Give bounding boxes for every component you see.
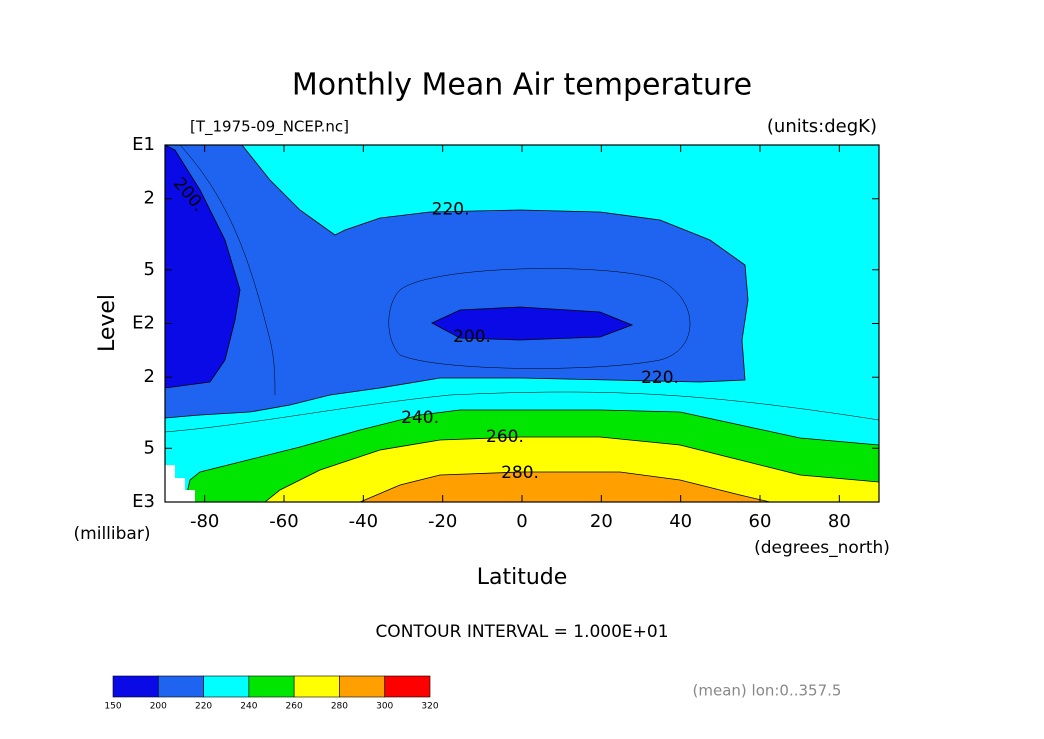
contour-label: 280. — [501, 463, 539, 483]
units: (units:degK) — [767, 116, 877, 137]
colorbar-label: 300 — [376, 702, 393, 712]
x-tick-label: -40 — [349, 511, 378, 532]
y-axis-label: Level — [95, 294, 120, 352]
contour-label: 220. — [641, 368, 679, 388]
x-tick-label: 40 — [669, 511, 692, 532]
colorbar-label: 320 — [421, 702, 438, 712]
contour-band — [165, 145, 749, 419]
contour-interval: CONTOUR INTERVAL = 1.000E+01 — [375, 622, 668, 642]
colorbar-box — [248, 675, 295, 698]
x-unit: (degrees_north) — [754, 538, 890, 558]
y-tick-label: E3 — [132, 491, 155, 512]
colorbar-label: 150 — [104, 702, 121, 712]
colorbar-label: 240 — [240, 702, 257, 712]
contour-label: 200. — [453, 327, 491, 347]
chart-title: Monthly Mean Air temperature — [292, 68, 752, 103]
colorbar-box — [339, 675, 386, 698]
colorbar-box — [384, 675, 431, 698]
y-tick-label: E1 — [132, 134, 155, 155]
x-tick-label: 60 — [749, 511, 772, 532]
contour-label: 240. — [401, 408, 439, 428]
y-tick-label: E2 — [132, 313, 155, 334]
x-tick-label: 80 — [828, 511, 851, 532]
colorbar-label: 200 — [150, 702, 167, 712]
x-tick-label: 0 — [516, 511, 527, 532]
y-tick-label: 2 — [144, 188, 155, 209]
x-tick-label: 20 — [590, 511, 613, 532]
contour-line — [179, 145, 276, 396]
subtitle: [T_1975-09_NCEP.nc] — [190, 118, 349, 137]
contour-band — [431, 306, 634, 341]
contour-line — [165, 391, 879, 433]
x-tick-label: -80 — [190, 511, 219, 532]
y-tick-label: 5 — [144, 259, 155, 280]
y-tick-label: 5 — [144, 437, 155, 458]
x-tick-label: -60 — [269, 511, 298, 532]
colorbar-box — [293, 675, 340, 698]
x-axis-label: Latitude — [477, 565, 568, 590]
colorbar-label: 280 — [331, 702, 348, 712]
footnote: (mean) lon:0..357.5 — [693, 682, 842, 700]
colorbar-label: 260 — [286, 702, 303, 712]
y-unit: (millibar) — [74, 524, 151, 544]
colorbar-box — [203, 675, 250, 698]
x-tick-label: -20 — [428, 511, 457, 532]
colorbar-box — [112, 675, 159, 698]
contour-band — [165, 145, 241, 389]
colorbar-label: 220 — [195, 702, 212, 712]
y-tick-label: 2 — [144, 366, 155, 387]
contour-label: 260. — [486, 427, 524, 447]
contour-fill — [165, 145, 879, 502]
colorbar-box — [157, 675, 204, 698]
contour-label: 220. — [432, 200, 470, 220]
missing-data — [165, 465, 195, 502]
